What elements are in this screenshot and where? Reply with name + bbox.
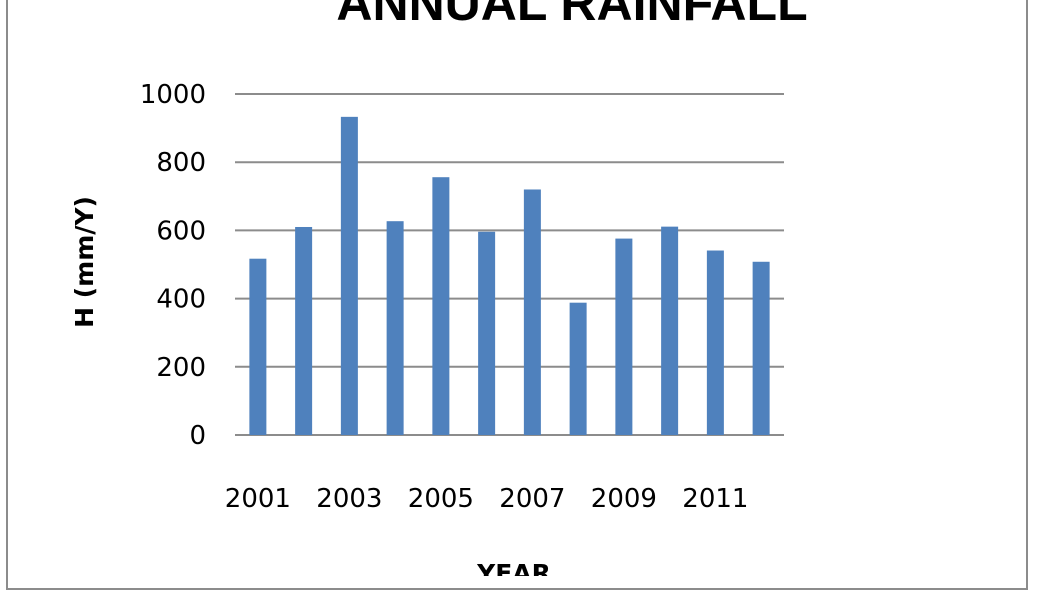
- bar-2004: [386, 221, 404, 435]
- y-tick-label: 0: [189, 421, 206, 451]
- chart-frame: [6, 0, 1028, 590]
- bar-2003: [340, 116, 358, 436]
- chart-title: ANNUAL RAINFALL: [336, 0, 807, 31]
- y-tick-label: 400: [156, 285, 206, 315]
- bar-2001: [249, 258, 267, 435]
- bar-2012: [752, 261, 770, 435]
- y-axis-title: H (mm/Y): [70, 196, 99, 328]
- gridlines: [235, 93, 784, 436]
- x-tick-label-2007: 2007: [499, 484, 565, 514]
- x-tick-label-2005: 2005: [408, 484, 474, 514]
- x-tick-label-2001: 2001: [225, 484, 291, 514]
- bar-2007: [523, 189, 541, 435]
- bar-2006: [478, 231, 496, 435]
- x-tick-label-2003: 2003: [316, 484, 382, 514]
- y-tick-label: 800: [156, 148, 206, 178]
- bar-2002: [295, 226, 313, 435]
- bars: [249, 116, 770, 436]
- y-tick-label: 600: [156, 216, 206, 246]
- x-axis-ticks: 2001 2003 2005 2007 2009 2011: [225, 484, 749, 514]
- x-axis-title: YEAR: [476, 559, 551, 576]
- y-axis-ticks: 0 200 400 600 800 1000: [140, 80, 206, 451]
- bar-2010: [661, 226, 679, 435]
- bar-2008: [569, 302, 587, 435]
- bar-2009: [615, 238, 633, 435]
- x-tick-label-2011: 2011: [682, 484, 748, 514]
- bar-2005: [432, 177, 450, 436]
- bar-2011: [706, 250, 724, 435]
- y-tick-label: 1000: [140, 80, 206, 110]
- x-tick-label-2009: 2009: [591, 484, 657, 514]
- y-tick-label: 200: [156, 353, 206, 383]
